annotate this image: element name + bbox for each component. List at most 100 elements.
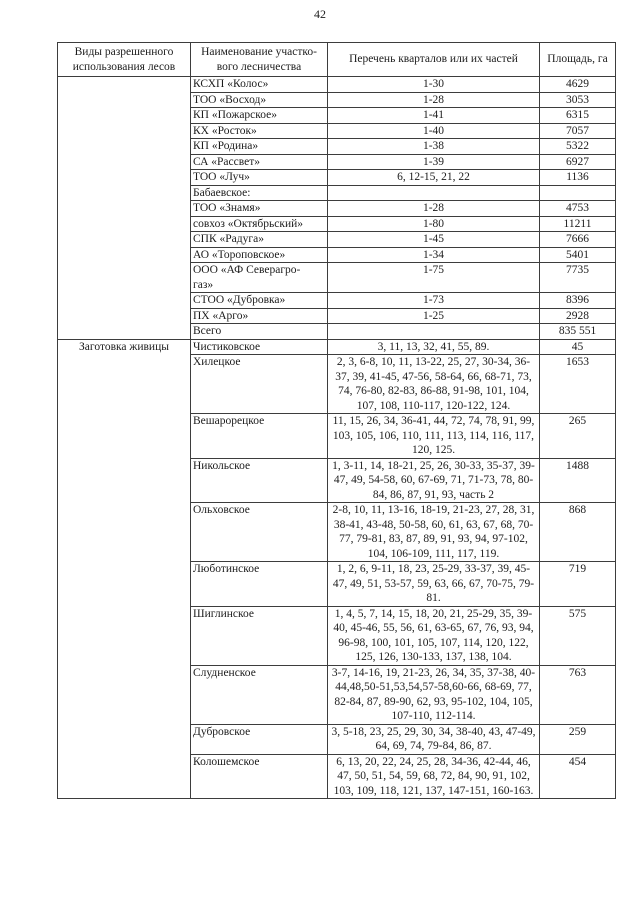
cell-forestry-name: совхоз «Октябрьский» [190, 215, 328, 232]
table-row: Люботинское 1, 2, 6, 9-11, 18, 23, 25-29,… [58, 561, 616, 607]
header-forestry-name: Наименование участко- вого лесничества [190, 42, 328, 77]
cell-forestry-name: Хилецкое [190, 354, 328, 414]
table-row: Слудненское 3-7, 14-16, 19, 21-23, 26, 34… [58, 664, 616, 725]
cell-area: 1488 [539, 457, 616, 503]
cell-area: 454 [539, 753, 616, 799]
table-row: совхоз «Октябрьский» 1-80 11211 [58, 215, 616, 232]
cell-area: 1136 [539, 169, 616, 186]
cell-area: 7666 [539, 231, 616, 248]
cell-forestry-name: Колошемское [190, 753, 328, 799]
table-row: Дубровское 3, 5-18, 23, 25, 29, 30, 34, 3… [58, 723, 616, 755]
header-use-types: Виды разрешенного использования лесов [57, 42, 191, 77]
cell-quarters: 6, 12-15, 21, 22 [327, 169, 540, 186]
header-area: Площадь, га [539, 42, 616, 77]
cell-area: 2928 [539, 307, 616, 324]
table-row: Хилецкое 2, 3, 6-8, 10, 11, 13-22, 25, 27… [58, 354, 616, 414]
table-row: Ольховское 2-8, 10, 11, 13-16, 18-19, 21-… [58, 502, 616, 562]
cell-quarters: 1-41 [327, 107, 540, 124]
cell-quarters: 1-73 [327, 292, 540, 309]
cell-area: 763 [539, 664, 616, 725]
cell-area: 7057 [539, 122, 616, 139]
cell-area: 5401 [539, 246, 616, 263]
cell-area: 265 [539, 413, 616, 459]
header-row: Виды разрешенного использования лесов На… [57, 42, 616, 77]
section-label-cell [57, 76, 191, 340]
cell-forestry-name: АО «Тороповское» [190, 246, 328, 263]
cell-quarters: 3, 5-18, 23, 25, 29, 30, 34, 38-40, 43, … [327, 723, 540, 755]
cell-area [539, 184, 616, 201]
cell-area: 1653 [539, 354, 616, 414]
forest-use-table: Виды разрешенного использования лесов На… [57, 42, 616, 799]
cell-area: 835 551 [539, 323, 616, 340]
cell-forestry-name: Дубровское [190, 723, 328, 755]
cell-area: 719 [539, 561, 616, 607]
cell-forestry-name: КСХП «Колос» [190, 76, 328, 93]
cell-quarters: 1-28 [327, 200, 540, 217]
cell-area: 575 [539, 605, 616, 666]
table-row: КХ «Росток» 1-40 7057 [58, 122, 616, 139]
table-row: Шиглинское 1, 4, 5, 7, 14, 15, 18, 20, 21… [58, 605, 616, 666]
cell-quarters: 1-45 [327, 231, 540, 248]
section-label-cell: Заготовка живицы [57, 338, 191, 799]
cell-quarters: 1-25 [327, 307, 540, 324]
cell-area: 6927 [539, 153, 616, 170]
table-row: ТОО «Восход» 1-28 3053 [58, 91, 616, 108]
table-row: Колошемское 6, 13, 20, 22, 24, 25, 28, 34… [58, 753, 616, 799]
cell-quarters: 1-34 [327, 246, 540, 263]
cell-area: 11211 [539, 215, 616, 232]
header-quarters-list: Перечень кварталов или их частей [327, 42, 540, 77]
table-header: Виды разрешенного использования лесов На… [57, 42, 616, 77]
table-row: Вешарорецкое 11, 15, 26, 34, 36-41, 44, 7… [58, 413, 616, 459]
table-row: Никольское 1, 3-11, 14, 18-21, 25, 26, 30… [58, 457, 616, 503]
cell-forestry-name: КП «Пожарское» [190, 107, 328, 124]
cell-forestry-name: ПХ «Арго» [190, 307, 328, 324]
cell-forestry-name: Шиглинское [190, 605, 328, 666]
cell-area: 4629 [539, 76, 616, 93]
cell-forestry-name: Слудненское [190, 664, 328, 725]
table-row: КСХП «Колос» 1-30 4629 [57, 76, 616, 340]
cell-quarters [327, 184, 540, 201]
table-body: КСХП «Колос» 1-30 4629 ТОО «Восход» 1-28 3053… [57, 76, 616, 799]
cell-area: 8396 [539, 292, 616, 309]
cell-quarters: 1-30 [327, 76, 540, 93]
cell-area: 7735 [539, 262, 616, 293]
cell-forestry-name: СА «Рассвет» [190, 153, 328, 170]
cell-forestry-name: ООО «АФ Северагро- газ» [190, 262, 328, 293]
cell-quarters [327, 323, 540, 340]
cell-quarters: 1-39 [327, 153, 540, 170]
cell-quarters: 1-75 [327, 262, 540, 293]
cell-area: 45 [539, 338, 616, 355]
page-number: 42 [314, 7, 326, 21]
cell-quarters: 1-40 [327, 122, 540, 139]
cell-quarters: 3-7, 14-16, 19, 21-23, 26, 34, 35, 37-38… [327, 664, 540, 725]
cell-forestry-name: ТОО «Восход» [190, 91, 328, 108]
cell-quarters: 1, 4, 5, 7, 14, 15, 18, 20, 21, 25-29, 3… [327, 605, 540, 666]
table-row: ООО «АФ Северагро- газ» 1-75 7735 [58, 262, 616, 293]
cell-area: 6315 [539, 107, 616, 124]
cell-quarters: 1-28 [327, 91, 540, 108]
cell-forestry-name: ТОО «Знамя» [190, 200, 328, 217]
cell-forestry-name: КП «Родина» [190, 138, 328, 155]
cell-forestry-name: СПК «Радуга» [190, 231, 328, 248]
cell-forestry-name: Всего [190, 323, 328, 340]
cell-area: 5322 [539, 138, 616, 155]
cell-forestry-name: Ольховское [190, 502, 328, 562]
cell-forestry-name: СТОО «Дубровка» [190, 292, 328, 309]
cell-quarters: 1-38 [327, 138, 540, 155]
cell-quarters: 1-80 [327, 215, 540, 232]
cell-forestry-name: Бабаевское: [190, 184, 328, 201]
table-row: Заготовка живицы Чистиковское 3, 11, 13, 3… [57, 338, 616, 799]
cell-quarters: 6, 13, 20, 22, 24, 25, 28, 34-36, 42-44,… [327, 753, 540, 799]
cell-forestry-name: Люботинское [190, 561, 328, 607]
table-row: КП «Родина» 1-38 5322 [58, 138, 616, 155]
cell-forestry-name: Вешарорецкое [190, 413, 328, 459]
cell-forestry-name: ТОО «Луч» [190, 169, 328, 186]
cell-area: 868 [539, 502, 616, 562]
cell-quarters: 11, 15, 26, 34, 36-41, 44, 72, 74, 78, 9… [327, 413, 540, 459]
cell-area: 259 [539, 723, 616, 755]
table-row: ТОО «Луч» 6, 12-15, 21, 22 1136 [58, 169, 616, 186]
cell-quarters: 3, 11, 13, 32, 41, 55, 89. [327, 338, 540, 355]
cell-quarters: 1, 3-11, 14, 18-21, 25, 26, 30-33, 35-37… [327, 457, 540, 503]
cell-quarters: 2-8, 10, 11, 13-16, 18-19, 21-23, 27, 28… [327, 502, 540, 562]
cell-forestry-name: Никольское [190, 457, 328, 503]
